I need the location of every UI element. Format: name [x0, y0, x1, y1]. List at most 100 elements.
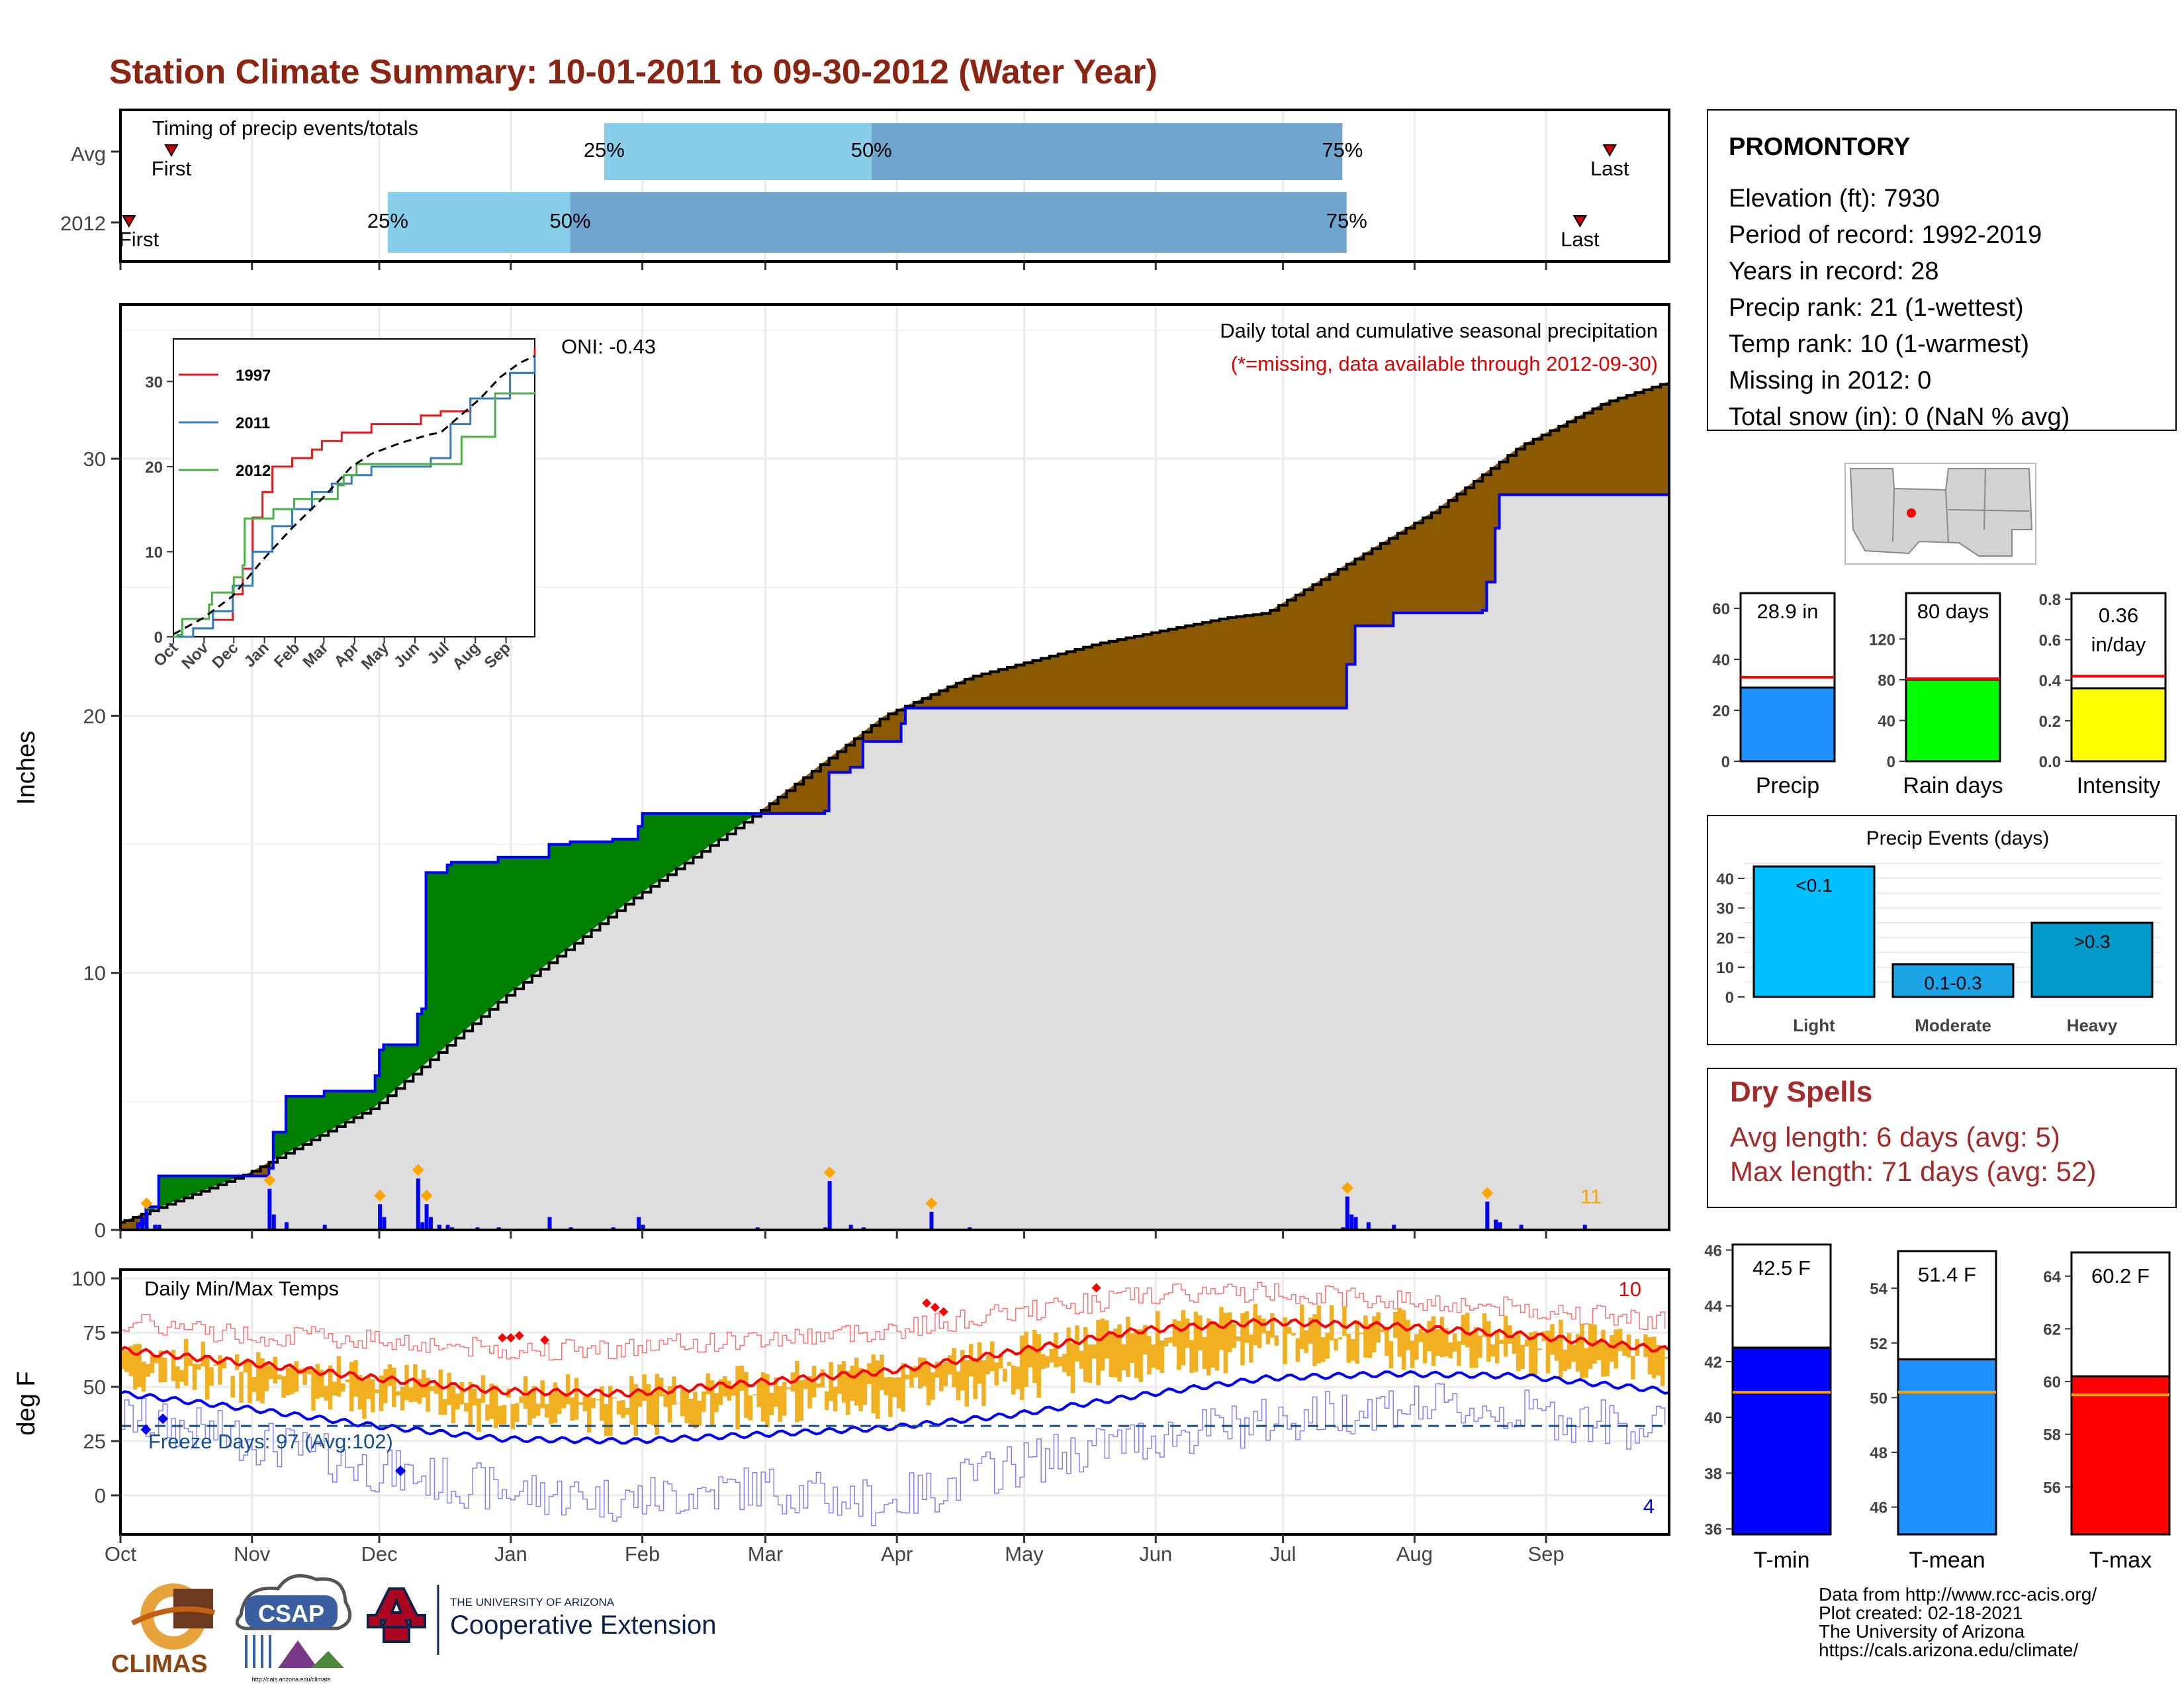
daily-precip-bar-40 — [1498, 1222, 1502, 1230]
station-location-dot — [1907, 508, 1916, 518]
temp-summary-bars: 36 38 40 42 44 46 42.5 F T-min 46 48 50 52 54 51.4 F T… — [1704, 1242, 2171, 1573]
timing-label-2012-1: 50% — [550, 209, 591, 232]
daily-precip-bar-7 — [285, 1222, 289, 1230]
temp-summary-ytick-label-T-min-36: 36 — [1704, 1521, 1722, 1539]
daily-precip-bar-27 — [827, 1181, 832, 1230]
average-min-temp-line — [120, 1370, 1670, 1445]
timing-panel: 25% 50% 75% First Last 25% 50% 75% First Last Tim… — [60, 109, 1670, 270]
temp-axis: 0 25 50 75 100 — [71, 1267, 1547, 1543]
temp-summary-bar-T-mean — [1897, 1358, 1997, 1536]
precip-panel-subtitle: (*=missing, data available through 2012-… — [1231, 352, 1658, 375]
summary-ytick-label-Precip-40: 40 — [1712, 651, 1730, 669]
daily-precip-bar-13 — [424, 1204, 429, 1230]
summary-name-Intensity: Intensity — [2077, 773, 2161, 798]
daily-precip-bar-8 — [322, 1225, 327, 1230]
daily-precip-bar-41 — [1519, 1225, 1524, 1230]
summary-ytick-label-Intensity-0.8: 0.8 — [2039, 591, 2061, 609]
temp-summary-ytick-label-T-min-42: 42 — [1704, 1354, 1722, 1372]
daily-temp-range-bars — [120, 1303, 1669, 1436]
temp-summary-name-T-min: T-min — [1754, 1548, 1810, 1573]
temp-series — [119, 1282, 1670, 1526]
dry-spells-title: Dry Spells — [1730, 1076, 1872, 1108]
temp-ytick-label-0: 0 — [95, 1484, 106, 1507]
university-logo: THE UNIVERSITY OF ARIZONA Cooperative Ex… — [367, 1585, 716, 1655]
daily-precip-bar-12 — [420, 1222, 425, 1230]
precip-ylabel: Inches — [13, 731, 40, 805]
large-event-marker-30 — [925, 1197, 938, 1209]
large-event-marker-27 — [823, 1166, 836, 1179]
csap-wordmark: CSAP — [258, 1600, 324, 1627]
events-bar-label-Light: <0.1 — [1796, 875, 1832, 896]
temp-summary-value-T-max: 60.2 F — [2091, 1264, 2150, 1288]
inset-ytick-label-20: 20 — [145, 459, 163, 477]
large-event-marker-38 — [1481, 1187, 1494, 1199]
cooperative-extension: Cooperative Extension — [450, 1611, 716, 1640]
temp-summary-ytick-label-T-max-58: 58 — [2043, 1427, 2061, 1444]
credit-line-university: The University of Arizona — [1819, 1621, 2025, 1642]
current-cumulative-line — [120, 489, 1670, 1231]
month-label-Feb: Feb — [625, 1542, 660, 1566]
temp-ytick-label-75: 75 — [83, 1321, 106, 1344]
timing-bars: 25% 50% 75% First Last 25% 50% 75% First Last — [119, 123, 1629, 253]
events-ytick-label-0: 0 — [1725, 989, 1734, 1007]
daily-precip-bar-39 — [1494, 1219, 1498, 1230]
events-category-Heavy: Heavy — [2067, 1015, 2118, 1035]
temp-summary-bar-T-min — [1731, 1346, 1832, 1536]
events-bar-Heavy — [2030, 921, 2154, 998]
large-event-marker-33 — [1341, 1182, 1353, 1194]
daily-precip-bar-34 — [1349, 1214, 1354, 1230]
daily-precip-bar-11 — [416, 1178, 420, 1230]
summary-value-Rain days: 80 days — [1917, 600, 1989, 623]
daily-precip-bar-0 — [136, 1222, 140, 1230]
last-event-label-2012: Last — [1561, 228, 1600, 251]
timing-q25-q50-bar-Avg — [604, 123, 872, 180]
temp-summary-ytick-label-T-max-62: 62 — [2043, 1321, 2061, 1338]
temp-summary-value-T-mean: 51.4 F — [1918, 1263, 1976, 1286]
timing-label-Avg-0: 25% — [584, 138, 625, 162]
record-high-marker-4 — [922, 1298, 932, 1308]
timing-panel-label: Timing of precip events/totals — [152, 117, 418, 140]
map-region-shape — [1849, 468, 2033, 557]
credit-line-data: Data from http://www.rcc-acis.org/ — [1819, 1584, 2097, 1605]
daily-precip-bar-5 — [267, 1188, 272, 1230]
events-category-Light: Light — [1793, 1015, 1835, 1035]
block-a-icon — [367, 1587, 426, 1628]
station-line-temp-rank: Temp rank: 10 (1-warmest) — [1729, 330, 2029, 358]
daily-precip-bar-20 — [547, 1217, 552, 1230]
summary-bar-Precip — [1739, 686, 1836, 763]
month-label-Apr: Apr — [881, 1542, 913, 1566]
precip-count-label: 11 — [1580, 1185, 1602, 1208]
precip-ytick-label-0: 0 — [95, 1219, 106, 1242]
summary-bars: 0 20 40 60 28.9 in Precip 0 40 80 120 80 days Rain … — [1712, 591, 2167, 798]
temp-panel-title: Daily Min/Max Temps — [144, 1277, 339, 1300]
average-max-temp-line — [119, 1317, 1670, 1398]
events-category-Moderate: Moderate — [1915, 1015, 1991, 1035]
events-ytick-label-40: 40 — [1716, 870, 1734, 888]
daily-precip-bar-15 — [437, 1225, 441, 1230]
station-info-box: PROMONTORY Elevation (ft): 7930 Period o… — [1707, 109, 2177, 431]
temp-summary-ytick-label-T-mean-54: 54 — [1870, 1280, 1888, 1298]
record-min-temp-line — [120, 1383, 1666, 1526]
month-label-May: May — [1005, 1542, 1044, 1566]
station-line-missing: Missing in 2012: 0 — [1729, 367, 1931, 395]
record-high-marker-3 — [540, 1335, 550, 1345]
temp-summary-ytick-label-T-min-38: 38 — [1704, 1465, 1722, 1483]
timing-label-Avg-1: 50% — [851, 138, 892, 162]
daily-precip-bar-30 — [929, 1211, 934, 1230]
credits: Data from http://www.rcc-acis.org/ Plot … — [1819, 1584, 2097, 1660]
daily-precip-bar-4 — [157, 1225, 161, 1230]
csap-logo: CSAP http://cals.arizona.edu/climate — [235, 1573, 352, 1683]
daily-precip-bar-36 — [1366, 1222, 1371, 1230]
large-event-marker-13 — [420, 1190, 433, 1202]
record-high-marker-2 — [514, 1331, 524, 1340]
events-ytick-label-10: 10 — [1716, 959, 1734, 977]
timing-q50-q75-bar-Avg — [871, 123, 1343, 180]
month-label-Dec: Dec — [361, 1542, 397, 1566]
month-label-Jun: Jun — [1139, 1542, 1172, 1566]
dry-spells-max: Max length: 71 days (avg: 52) — [1730, 1156, 2096, 1187]
below-average-precip-fill — [120, 381, 1669, 1230]
summary-bar-Rain days — [1905, 679, 2001, 763]
timing-row-avg-label: Avg — [71, 142, 106, 165]
summary-bar-Intensity — [2070, 687, 2167, 763]
